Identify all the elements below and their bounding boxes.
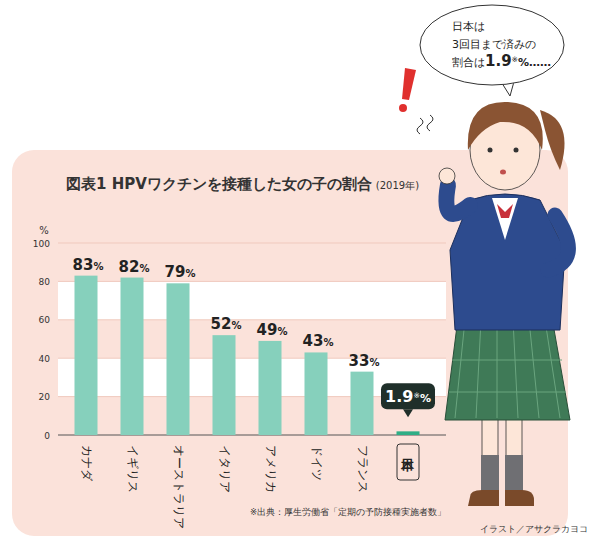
x-tick-label: フランス [356,445,370,493]
eye [514,148,519,153]
label-part: 52 [211,315,232,333]
grid-line [58,319,446,320]
skirt-plaid [497,320,498,418]
exclamation [399,104,407,112]
chart-title: 図表1 HPVワクチンを接種した女の子の割合 [66,175,372,193]
speech-bubble [420,5,564,85]
surprise-lines [427,115,433,131]
y-tick-label: 40 [39,354,51,364]
skirt-plaid [545,320,560,418]
y-tick-label: 0 [44,431,50,441]
x-tick-label: イギリス [126,445,140,493]
grid-line [58,281,446,282]
label-part: % [277,326,287,337]
x-tick-label: オーストラリア [172,445,186,529]
grid-line [58,243,446,244]
label-part: 43 [303,332,324,350]
credit: イラスト／アサクラカヨコ [480,524,588,534]
y-tick-label: 60 [39,315,51,325]
skirt-plaid [513,320,518,418]
data-label: 43% [303,332,334,350]
bubble-text: 日本は [452,20,485,33]
bar [75,276,98,435]
y-tick-label: 20 [39,392,51,402]
skirt-plaid [529,320,539,418]
category-highlight-box [397,444,419,480]
skirt-plaid [455,320,465,418]
bar [121,278,144,435]
data-label: 1.9※% [385,387,431,406]
highlight-label-box [381,383,435,409]
label-part: % [93,261,103,272]
arm [446,185,470,214]
bars-group [75,276,420,435]
label-part: 49 [257,321,278,339]
ponytail [540,110,565,170]
label-part: 83 [73,256,94,274]
source-note: ※出典：厚生労働省「定期の予防接種実施者数」 [250,507,446,517]
skirt-plaid [449,392,566,393]
data-label: 33% [349,352,380,370]
grid-band [58,281,446,319]
shirt [492,198,518,240]
label-part: 1.9 [485,52,512,70]
y-axis-label: % [39,225,49,236]
surprise-lines [417,118,423,134]
y-tick-label: 80 [39,277,51,287]
x-tick-label: アメリカ [264,445,278,493]
highlight-label-pointer [403,409,413,417]
illustration [399,68,570,506]
label-part: % [420,392,431,405]
grid-line [58,358,446,359]
y-axis-line [58,243,59,435]
y-tick-label: 100 [33,239,50,249]
exclamation [402,68,416,100]
bubble-joint [500,74,514,80]
data-label: 82% [119,258,150,276]
data-label: 52% [211,315,242,333]
label-part: % [323,337,333,348]
shoe [468,490,499,506]
bar [351,372,374,435]
bubble-text: 割合は1.9※%…… [452,52,551,70]
skirt [445,318,570,420]
label-part: 1.9 [385,387,413,406]
label-part: 33 [349,352,370,370]
label-part: % [185,268,195,279]
data-label: 49% [257,321,288,339]
arm [548,215,568,270]
label-part: 79 [165,263,186,281]
skirt-plaid [452,360,562,361]
shoe [505,490,534,506]
eye [488,148,493,153]
hand [439,168,455,184]
chart-svg: 図表1 HPVワクチンを接種した女の子の割合 (2019年)% 0 20 40 60 80 1… [0,0,600,539]
ribbon [497,204,513,218]
bar [397,431,420,435]
label-part: % [231,320,241,331]
label-part: % [139,263,149,274]
label-part: 割合は [452,56,485,69]
label-part: 82 [119,258,140,276]
bar [259,341,282,435]
x-tick-label: 日本 [401,458,416,472]
hair [468,102,543,150]
label-part: % [369,357,379,368]
label-part: %…… [518,56,551,69]
bar [213,335,236,435]
skirt-plaid [476,320,481,418]
bubble-text: 3回目まで済みの [452,38,536,51]
chart-subtitle: (2019年) [376,180,419,191]
bar [167,283,190,435]
x-tick-label: イタリア [218,445,232,493]
x-tick-label: カナダ [80,445,94,482]
grid-line [58,435,446,436]
x-tick-label: ドイツ [310,445,324,481]
data-label: 83% [73,256,104,274]
mouth [500,170,506,175]
bar [305,352,328,435]
data-label: 79% [165,263,196,281]
